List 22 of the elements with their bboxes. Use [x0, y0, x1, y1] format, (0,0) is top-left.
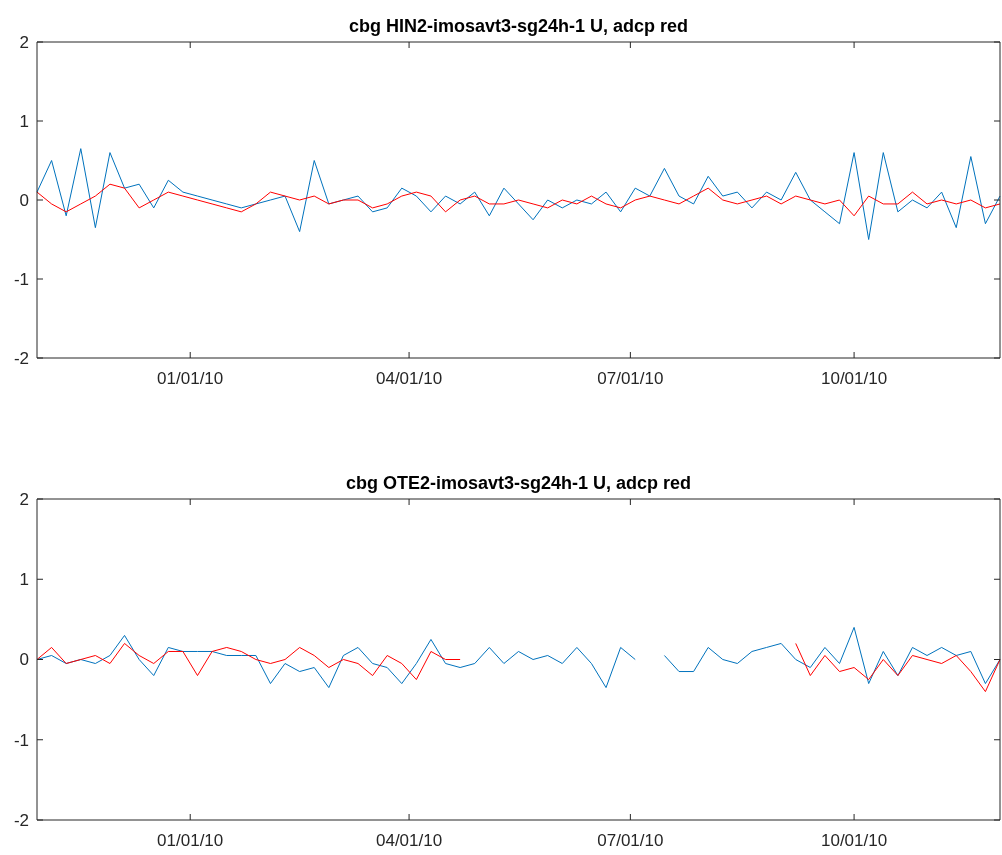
y-tick-label: 2 — [19, 32, 29, 52]
y-tick-label: -1 — [13, 269, 29, 289]
y-tick-label: -2 — [13, 348, 29, 368]
chart-title: cbg OTE2-imosavt3-sg24h-1 U, adcp red — [345, 473, 692, 493]
y-tick-label: -2 — [13, 810, 29, 830]
y-tick-label: 2 — [19, 489, 29, 509]
line-series — [36, 183, 1001, 217]
y-tick-label: -1 — [13, 730, 29, 750]
y-tick-label: 0 — [19, 650, 29, 670]
x-tick-label: 04/01/10 — [375, 369, 443, 388]
x-tick-label: 07/01/10 — [597, 831, 664, 850]
x-tick-label: 10/01/10 — [821, 831, 888, 850]
x-tick-label: 07/01/10 — [597, 369, 664, 388]
x-tick-label: 04/01/10 — [375, 831, 443, 850]
y-tick-label: 0 — [19, 190, 29, 210]
y-tick-label: 1 — [19, 570, 29, 590]
x-tick-label: 01/01/10 — [157, 369, 224, 388]
x-tick-label: 01/01/10 — [157, 831, 224, 850]
chart-title: cbg HIN2-imosavt3-sg24h-1 U, adcp red — [348, 16, 689, 36]
line-series — [36, 148, 1001, 240]
y-tick-label: 1 — [19, 111, 29, 131]
x-tick-label: 10/01/10 — [821, 369, 888, 388]
